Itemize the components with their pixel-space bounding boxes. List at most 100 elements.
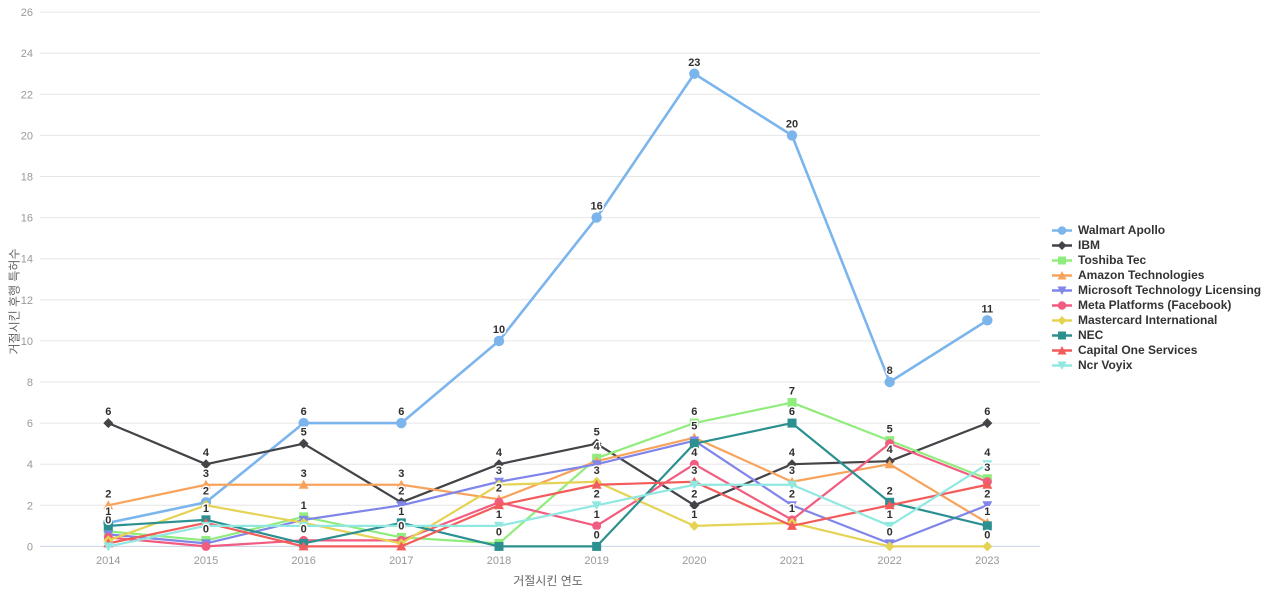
data-label: 4 — [594, 441, 601, 453]
point-walmart-apollo-2023[interactable] — [982, 315, 993, 326]
point-walmart-apollo-2019[interactable] — [591, 212, 602, 223]
y-tick-label: 0 — [27, 541, 33, 553]
x-tick-label: 2017 — [389, 555, 413, 567]
data-label: 8 — [887, 365, 893, 377]
point-meta-platforms-facebook-2019[interactable] — [592, 521, 602, 531]
point-ncr-voyix-2019[interactable] — [591, 501, 602, 511]
point-microsoft-technology-licensing-2023[interactable] — [982, 501, 993, 511]
point-amazon-technologies-2016[interactable] — [298, 479, 309, 489]
point-walmart-apollo-2022[interactable] — [884, 376, 895, 388]
data-label: 5 — [887, 424, 893, 436]
data-label: 6 — [105, 406, 111, 418]
point-mastercard-international-2023[interactable] — [982, 541, 993, 552]
legend-item-nec[interactable]: NEC — [1051, 328, 1261, 343]
data-label: 0 — [203, 523, 209, 535]
legend-item-ncr-voyix[interactable]: Ncr Voyix — [1051, 358, 1261, 373]
point-ncr-voyix-2015[interactable] — [200, 521, 211, 531]
y-tick-label: 22 — [21, 89, 33, 101]
series-line-meta-platforms-facebook — [107, 442, 989, 548]
point-capital-one-services-2023[interactable] — [982, 479, 993, 489]
point-ncr-voyix-2020[interactable] — [689, 480, 700, 490]
legend-item-capital-one-services[interactable]: Capital One Services — [1051, 343, 1261, 358]
series-ncr-voyix — [103, 460, 993, 552]
point-ncr-voyix-2023[interactable] — [982, 460, 993, 470]
point-nec-2023[interactable] — [982, 521, 992, 531]
point-mastercard-international-2020[interactable] — [689, 520, 700, 531]
point-meta-platforms-facebook-2022[interactable] — [885, 439, 895, 449]
point-ncr-voyix-2014[interactable] — [103, 542, 114, 552]
point-ncr-voyix-2018[interactable] — [493, 521, 504, 531]
point-walmart-apollo-2021[interactable] — [786, 130, 798, 141]
point-amazon-technologies-2014[interactable] — [103, 500, 114, 510]
data-label: 0 — [105, 514, 111, 526]
legend-item-walmart-apollo[interactable]: Walmart Apollo — [1051, 223, 1261, 238]
x-tick-label: 2020 — [682, 555, 706, 567]
series-line-ncr-voyix — [107, 463, 989, 548]
point-capital-one-services-2016[interactable] — [298, 541, 309, 551]
legend-item-ibm[interactable]: IBM — [1051, 238, 1261, 253]
point-walmart-apollo-2020[interactable] — [689, 68, 700, 79]
legend-item-amazon-technologies[interactable]: Amazon Technologies — [1051, 268, 1261, 283]
point-ibm-2021[interactable] — [786, 459, 797, 470]
point-microsoft-technology-licensing-2019[interactable] — [591, 460, 602, 470]
point-capital-one-services-2021[interactable] — [786, 520, 797, 530]
point-nec-2020[interactable] — [689, 439, 699, 449]
data-label: 4 — [887, 444, 894, 456]
point-ibm-2016[interactable] — [298, 438, 309, 449]
data-label: 23 — [688, 57, 700, 69]
point-toshiba-tec-2020[interactable] — [689, 418, 699, 428]
data-label: 2 — [691, 488, 697, 500]
point-amazon-technologies-2015[interactable] — [200, 479, 211, 489]
point-mastercard-international-2015[interactable] — [200, 500, 211, 511]
data-label: 4 — [691, 447, 698, 459]
point-mastercard-international-2022[interactable] — [884, 541, 895, 552]
x-tick-label: 2015 — [194, 555, 218, 567]
data-label: 3 — [496, 465, 502, 477]
point-nec-2018[interactable] — [494, 541, 504, 551]
data-label: 16 — [591, 201, 603, 213]
legend-item-mastercard-international[interactable]: Mastercard International — [1051, 313, 1261, 328]
data-label: 1 — [594, 509, 600, 521]
point-toshiba-tec-2021[interactable] — [787, 398, 797, 408]
data-label: 1 — [789, 503, 795, 515]
point-ibm-2014[interactable] — [103, 418, 114, 429]
legend-item-meta-platforms-facebook[interactable]: Meta Platforms (Facebook) — [1051, 298, 1261, 313]
point-amazon-technologies-2022[interactable] — [884, 459, 895, 469]
point-ncr-voyix-2022[interactable] — [884, 521, 895, 531]
point-ibm-2018[interactable] — [493, 459, 504, 470]
point-ibm-2019[interactable] — [591, 438, 602, 449]
point-capital-one-services-2018[interactable] — [493, 500, 504, 510]
point-microsoft-technology-licensing-2021[interactable] — [786, 501, 797, 511]
point-meta-platforms-facebook-2020[interactable] — [689, 459, 699, 469]
x-tick-label: 2016 — [291, 555, 315, 567]
y-tick-label: 24 — [21, 48, 33, 60]
point-nec-2019[interactable] — [592, 541, 602, 551]
x-axis-title: 거절시킨 연도 — [513, 574, 583, 588]
data-label: 4 — [203, 447, 210, 459]
point-walmart-apollo-2018[interactable] — [493, 335, 505, 347]
point-walmart-apollo-2017[interactable] — [396, 417, 407, 429]
legend-item-toshiba-tec[interactable]: Toshiba Tec — [1051, 253, 1261, 268]
point-ibm-2023[interactable] — [982, 418, 993, 429]
series-line-nec — [107, 422, 989, 548]
point-amazon-technologies-2017[interactable] — [396, 479, 407, 489]
point-ibm-2015[interactable] — [200, 459, 211, 470]
point-ncr-voyix-2017[interactable] — [396, 521, 407, 531]
point-microsoft-technology-licensing-2017[interactable] — [396, 501, 407, 511]
point-capital-one-services-2022[interactable] — [884, 500, 895, 510]
point-capital-one-services-2019[interactable] — [591, 479, 602, 489]
point-walmart-apollo-2016[interactable] — [298, 417, 309, 429]
point-capital-one-services-2017[interactable] — [396, 541, 407, 551]
y-tick-label: 6 — [27, 418, 33, 430]
point-ncr-voyix-2016[interactable] — [298, 521, 309, 531]
data-label: 2 — [984, 488, 990, 500]
point-nec-2021[interactable] — [787, 418, 797, 428]
point-meta-platforms-facebook-2015[interactable] — [201, 541, 211, 551]
legend-label: Microsoft Technology Licensing — [1078, 283, 1262, 297]
point-ibm-2020[interactable] — [689, 500, 700, 511]
point-nec-2014[interactable] — [103, 521, 113, 531]
point-ncr-voyix-2021[interactable] — [786, 480, 797, 490]
legend-item-microsoft-technology-licensing[interactable]: Microsoft Technology Licensing — [1051, 283, 1261, 298]
point-mastercard-international-2018[interactable] — [493, 479, 504, 490]
data-label: 3 — [691, 465, 697, 477]
